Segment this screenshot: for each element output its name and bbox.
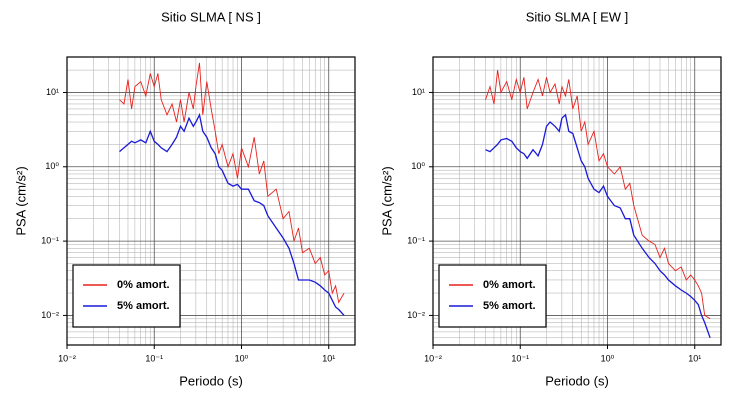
y-tick-label: 10¹ — [412, 87, 425, 97]
y-tick-label: 10⁻¹ — [41, 235, 59, 245]
x-axis-label: Periodo (s) — [179, 373, 243, 388]
legend-label: 5% amort. — [483, 300, 536, 312]
y-tick-label: 10⁻² — [41, 310, 59, 320]
series-line — [119, 112, 345, 316]
x-axis-label: Periodo (s) — [545, 373, 609, 388]
legend-box — [438, 264, 547, 328]
x-tick-label: 10¹ — [322, 353, 335, 363]
x-tick-label: 10⁻¹ — [145, 353, 163, 363]
plot-frame — [66, 56, 356, 346]
legend-label: 0% amort. — [117, 279, 170, 291]
x-tick-label: 10¹ — [688, 353, 701, 363]
y-tick-label: 10⁰ — [411, 161, 425, 171]
series-line — [485, 70, 711, 320]
legend-label: 5% amort. — [117, 300, 170, 312]
x-tick-label: 10⁻² — [58, 353, 76, 363]
chart: Sitio SLMA [ EW ] 10⁻² 10⁻¹ 10⁰ 10¹ 10⁻² 10⁻¹ 1… — [379, 9, 722, 388]
y-axis-label: PSA (cm/s²) — [13, 166, 28, 235]
series-line — [485, 113, 711, 339]
chart-title: Sitio SLMA [ EW ] — [526, 9, 629, 24]
y-tick-label: 10¹ — [46, 87, 59, 97]
y-tick-label: 10⁻¹ — [407, 235, 425, 245]
y-tick-label: 10⁰ — [45, 161, 59, 171]
legend-label: 0% amort. — [483, 279, 536, 291]
y-axis-label: PSA (cm/s²) — [379, 166, 394, 235]
plot-frame — [432, 56, 722, 346]
x-tick-label: 10⁰ — [601, 353, 615, 363]
x-tick-label: 10⁰ — [235, 353, 249, 363]
legend-box — [72, 264, 181, 328]
y-tick-label: 10⁻² — [407, 310, 425, 320]
chart-title: Sitio SLMA [ NS ] — [161, 9, 261, 24]
chart: Sitio SLMA [ NS ] 10⁻² 10⁻¹ 10⁰ 10¹ 10⁻² 10⁻¹ 1… — [13, 9, 356, 388]
series-line — [119, 62, 345, 304]
x-tick-label: 10⁻² — [424, 353, 442, 363]
x-tick-label: 10⁻¹ — [511, 353, 529, 363]
